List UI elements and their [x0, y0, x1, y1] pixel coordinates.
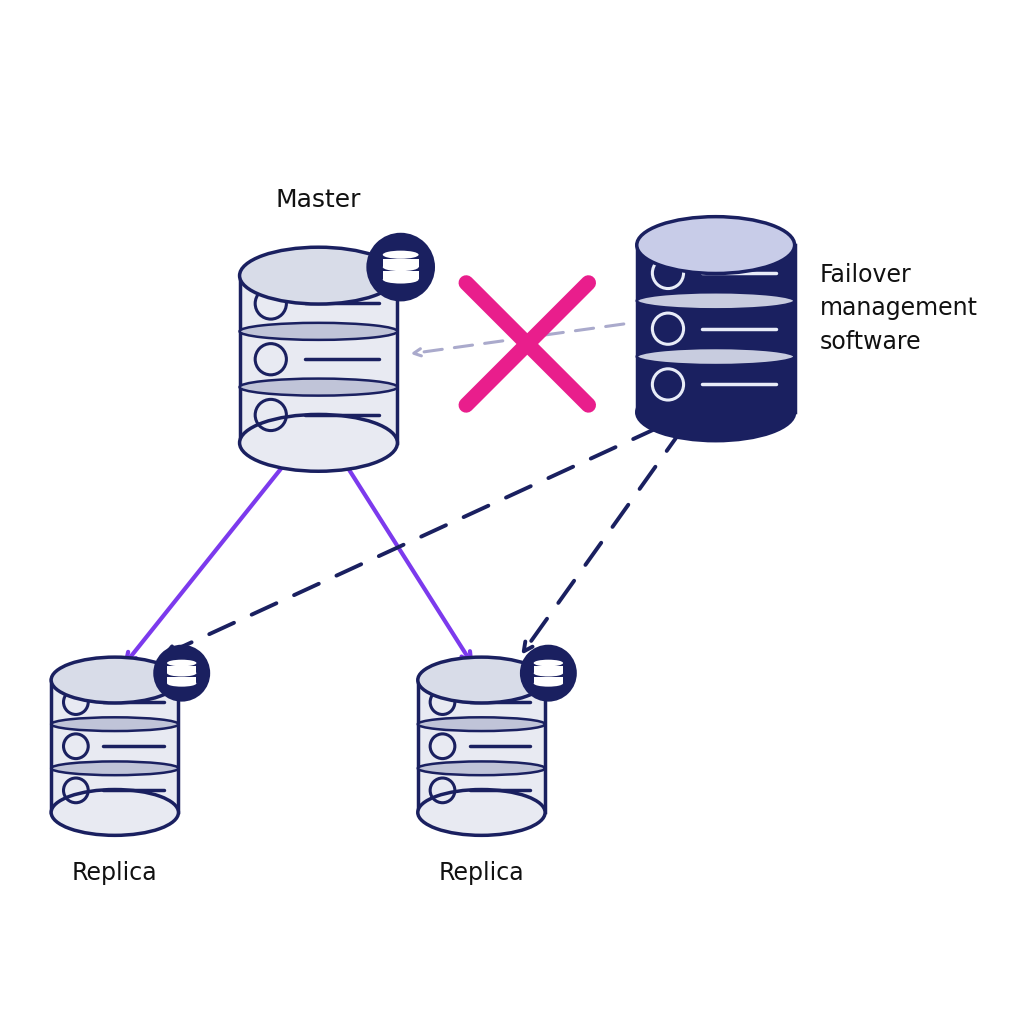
Bar [240, 275, 397, 332]
Ellipse shape [383, 263, 419, 271]
Ellipse shape [383, 251, 419, 259]
Bar [418, 680, 545, 812]
Ellipse shape [637, 292, 795, 309]
Ellipse shape [383, 275, 419, 284]
Bar [637, 301, 795, 356]
Ellipse shape [51, 717, 178, 731]
Ellipse shape [240, 323, 397, 340]
Bar [383, 259, 419, 267]
Ellipse shape [534, 680, 563, 687]
Bar [240, 275, 397, 442]
Bar [51, 768, 178, 812]
Ellipse shape [418, 762, 545, 775]
Bar [534, 667, 563, 673]
Bar [637, 245, 795, 413]
Ellipse shape [418, 657, 545, 702]
Text: Replica: Replica [438, 861, 524, 885]
Bar [418, 768, 545, 812]
Ellipse shape [534, 670, 563, 677]
Bar [637, 356, 795, 413]
Circle shape [155, 646, 209, 699]
Text: Master: Master [275, 187, 361, 212]
Ellipse shape [51, 762, 178, 775]
Bar [240, 332, 397, 387]
Bar [51, 680, 178, 812]
Ellipse shape [637, 348, 795, 366]
Ellipse shape [637, 384, 795, 440]
Bar [637, 245, 795, 301]
Bar [51, 724, 178, 768]
Ellipse shape [240, 415, 397, 471]
Bar [167, 677, 197, 683]
Ellipse shape [418, 717, 545, 731]
Ellipse shape [167, 670, 197, 677]
Ellipse shape [637, 217, 795, 273]
Ellipse shape [240, 247, 397, 304]
Ellipse shape [534, 659, 563, 667]
Ellipse shape [240, 379, 397, 395]
Bar [51, 680, 178, 724]
Circle shape [368, 234, 433, 300]
Text: Failover
management
software: Failover management software [820, 263, 978, 354]
Ellipse shape [51, 790, 178, 836]
Text: Replica: Replica [72, 861, 158, 885]
Ellipse shape [418, 790, 545, 836]
Ellipse shape [167, 659, 197, 667]
Bar [383, 271, 419, 280]
Bar [240, 387, 397, 442]
Bar [418, 680, 545, 724]
Ellipse shape [51, 657, 178, 702]
Circle shape [521, 646, 575, 699]
Bar [167, 667, 197, 673]
Ellipse shape [167, 680, 197, 687]
Bar [418, 724, 545, 768]
Bar [534, 677, 563, 683]
